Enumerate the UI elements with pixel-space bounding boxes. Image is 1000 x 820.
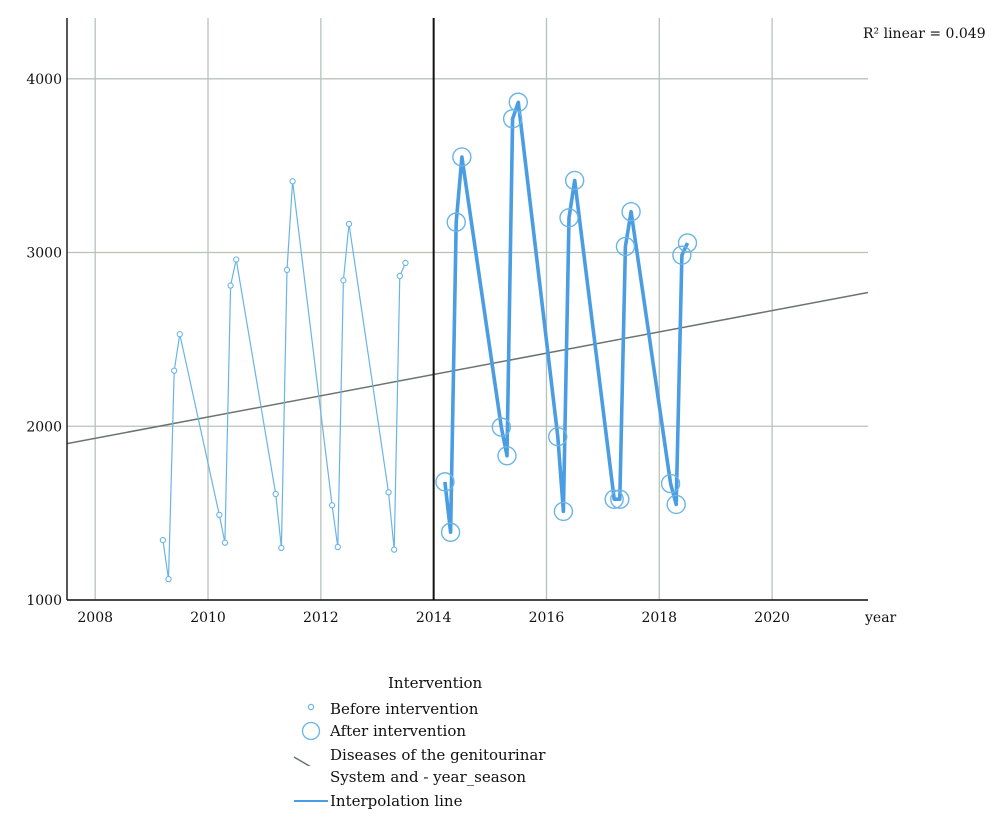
legend-item-before: Before intervention [290,698,478,720]
point-before [328,502,336,509]
point-after [610,489,630,509]
x-tick-label: 2016 [529,610,565,626]
point-before [345,220,353,228]
small-circle-icon [307,703,315,711]
r-squared-annotation: R² linear = 0.049 [863,26,986,42]
point-before [216,511,223,519]
fit-line-group [66,291,869,445]
legend-title: Intervention [388,674,483,692]
legend-item-interp: Interpolation line [290,790,462,812]
linear-fit-line [66,291,869,445]
point-before [334,543,341,551]
x-tick-label: 2008 [77,610,113,626]
point-after [497,446,517,466]
point-after [548,426,568,447]
point-after [446,212,466,232]
point-before [171,367,178,374]
point-before [233,256,240,263]
x-tick-label: 2014 [416,610,452,626]
point-before [176,331,183,338]
point-before [340,277,347,284]
point-before [221,539,229,546]
point-before [159,536,167,544]
point-after [564,170,585,191]
series-line-after [443,100,690,535]
gridlines [67,18,868,601]
interpolation-lines [162,100,690,580]
point-before [227,282,234,289]
x-tick-label: 2012 [303,610,339,626]
legend-label-after: After intervention [330,722,467,740]
point-before [402,259,409,267]
legend-label-before: Before intervention [330,700,479,718]
point-after [666,494,686,515]
point-after [672,245,692,265]
legend-item-fit: Diseases of the genitourinar System and … [290,744,545,788]
point-before [289,178,296,185]
x-tick-label: 2018 [641,610,677,626]
point-after [559,208,579,228]
point-before [385,489,392,496]
point-before [396,272,403,280]
chart: 2008 2010 2012 2014 2016 2018 2020 1000 2000 3000… [26,18,986,626]
point-after [553,501,574,522]
point-after [491,417,512,437]
x-tick-label: 2020 [754,610,790,626]
legend-item-after: After intervention [290,720,466,742]
point-after [660,473,681,494]
point-before [165,576,172,583]
y-tick-label: 4000 [26,72,62,88]
point-after [440,522,461,542]
x-tick-label: 2010 [190,610,226,626]
point-after [435,472,455,492]
line-icon [294,800,328,802]
point-after [615,236,636,257]
y-tick-label: 3000 [26,246,62,262]
axes [66,18,868,601]
data-points [159,92,698,583]
legend-label-fit: Diseases of the genitourinar System and … [330,746,546,786]
point-after [604,489,624,509]
point-after [508,92,528,112]
diagonal-line-icon [293,756,311,766]
point-before [278,544,285,552]
y-tick-label: 1000 [26,593,62,609]
series-line-before [162,180,407,580]
point-before [283,266,291,274]
y-tick-label: 2000 [26,419,62,435]
point-after [452,147,472,167]
point-after [621,202,641,222]
point-after [677,233,698,253]
point-before [391,546,398,553]
point-before [272,490,279,498]
large-circle-icon [301,721,321,741]
tick-labels: 2008 2010 2012 2014 2016 2018 2020 1000 2000 3000… [26,72,790,626]
legend-label-interp: Interpolation line [330,792,463,810]
x-axis-label: year [864,610,897,626]
